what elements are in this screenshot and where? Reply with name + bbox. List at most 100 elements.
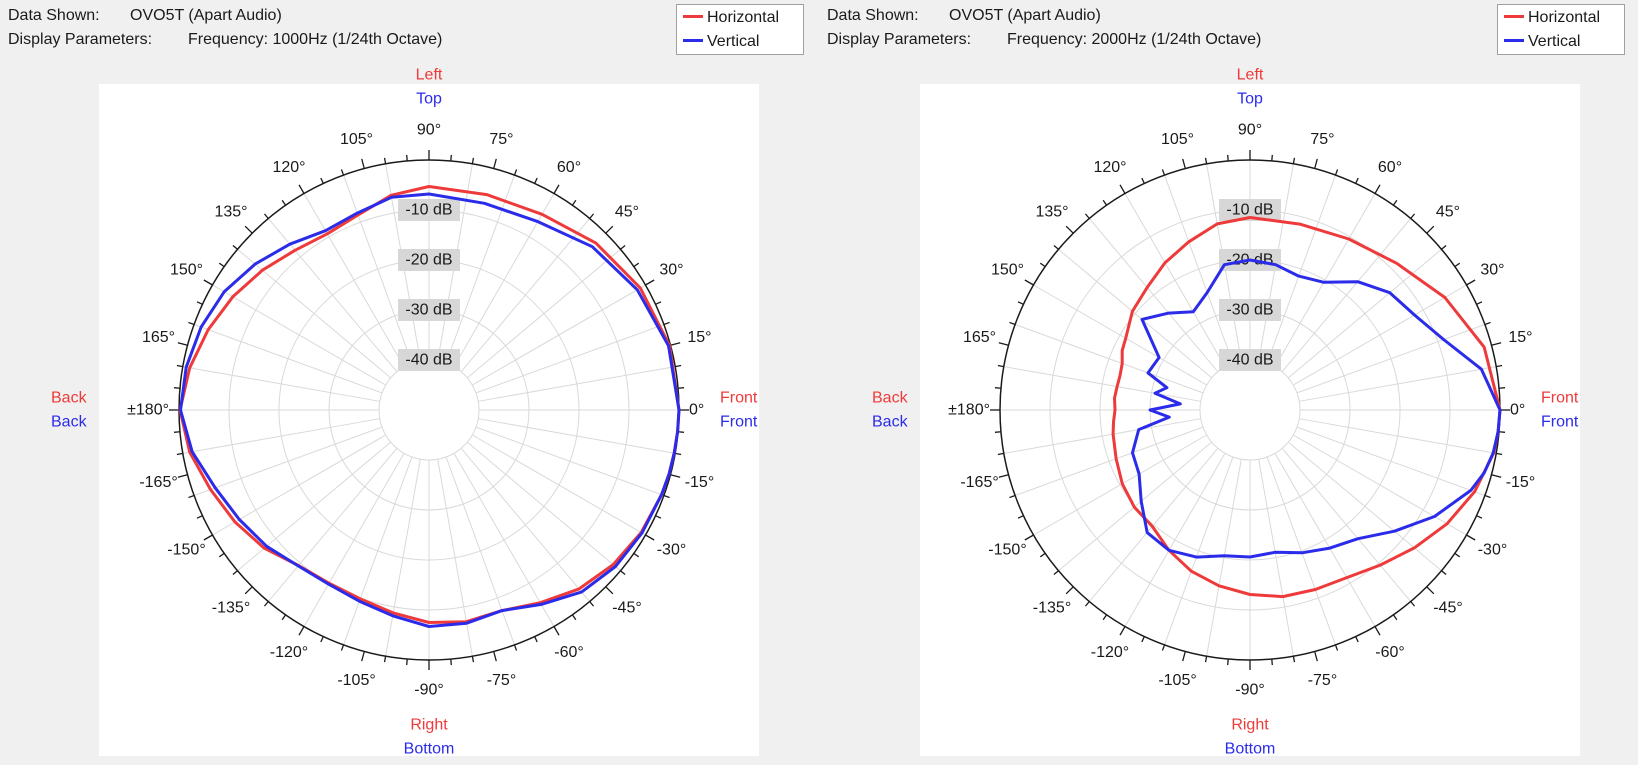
grid-spoke — [1206, 459, 1242, 657]
series-vertical — [1131, 258, 1502, 559]
angle-tick — [1476, 301, 1483, 305]
angle-tick — [1009, 321, 1016, 326]
legend-item-vertical[interactable]: Vertical — [1504, 31, 1580, 53]
angle-tick — [281, 199, 287, 206]
grid-spoke — [466, 248, 621, 379]
grid-spoke — [466, 441, 621, 572]
polar-chart: 0° 15° 30° 45° 60° 75° 90° 105° 120° 135° 150° 165°… — [51, 67, 759, 758]
angle-label: 165° — [142, 329, 175, 346]
angle-tick — [1392, 614, 1398, 621]
angle-tick — [471, 157, 475, 164]
display-params-label: Display Parameters: — [827, 31, 972, 48]
angle-label: 60° — [1378, 159, 1402, 176]
angle-label: 75° — [1310, 131, 1334, 148]
angle-tick — [1392, 199, 1398, 206]
series-horizontal — [178, 185, 681, 624]
series-horizontal — [1111, 216, 1502, 599]
angle-tick — [188, 494, 195, 499]
grid-spoke — [1281, 218, 1412, 373]
angle-tick — [177, 342, 188, 346]
angle-tick — [340, 644, 345, 651]
angle-tick — [1410, 213, 1416, 219]
db-labels: -10 dB-20 dB-30 dB-40 dB — [1219, 199, 1281, 371]
grid-spoke — [1088, 218, 1219, 373]
angle-tick — [244, 586, 253, 595]
direction-left-back-blue: Back — [51, 414, 88, 431]
angle-tick — [677, 387, 685, 389]
polar-panel-2000hz: Data Shown: OVO5T (Apart Audio) Display P… — [819, 0, 1638, 765]
display-params-value: Frequency: 2000Hz (1/24th Octave) — [1007, 31, 1262, 48]
angle-tick — [1102, 614, 1108, 621]
legend[interactable]: Horizontal Vertical — [676, 4, 804, 55]
grid-spoke — [182, 366, 380, 402]
angle-tick — [244, 225, 253, 234]
legend-item-horizontal[interactable]: Horizontal — [683, 7, 779, 29]
angle-tick — [1498, 431, 1506, 433]
grid-spoke — [1266, 456, 1336, 646]
angle-tick — [998, 474, 1009, 478]
angle-labels: 0° 15° 30° 45° 60° 75° 90° 105° 120° 135° 150° 165°… — [127, 122, 714, 699]
angle-tick — [188, 321, 195, 326]
angle-tick — [998, 342, 1009, 346]
angle-tick — [663, 321, 670, 326]
polar-panel-1000hz: Data Shown: OVO5T (Apart Audio) Display P… — [8, 4, 804, 758]
angle-tick — [361, 158, 365, 169]
angle-tick — [1498, 387, 1506, 389]
angle-tick — [670, 342, 681, 346]
angle-tick — [1119, 626, 1126, 636]
angle-tick — [645, 534, 655, 541]
angle-label: 120° — [272, 159, 305, 176]
grid-spoke — [212, 434, 386, 536]
angle-tick — [997, 452, 1004, 456]
angle-tick — [513, 169, 518, 176]
data-shown-label: Data Shown: — [8, 7, 100, 24]
grid-spoke — [1003, 418, 1201, 454]
angle-tick — [534, 636, 538, 643]
legend-label-vertical: Vertical — [707, 33, 760, 50]
angle-tick — [1355, 636, 1359, 643]
angle-label: 0° — [1510, 402, 1525, 419]
angle-tick — [176, 452, 183, 456]
grid-spoke — [237, 441, 392, 572]
angle-label: -135° — [1033, 599, 1071, 616]
legend-item-horizontal[interactable]: Horizontal — [1504, 7, 1600, 29]
angle-tick — [1182, 651, 1186, 662]
angle-tick — [1334, 644, 1339, 651]
legend-swatch-horizontal — [1504, 15, 1524, 19]
db-label-bg — [398, 199, 460, 221]
angle-label: -150° — [988, 542, 1026, 559]
grid-spoke — [193, 426, 383, 496]
direction-top-top: Top — [1237, 91, 1263, 108]
data-shown-value: OVO5T (Apart Audio) — [949, 7, 1101, 24]
grid-spoke — [1293, 434, 1467, 536]
db-label-bg — [398, 299, 460, 321]
angle-tick — [1466, 279, 1476, 286]
grid-spoke — [343, 456, 413, 646]
angle-tick — [553, 626, 560, 636]
angle-label: -30° — [657, 542, 687, 559]
direction-left-back-blue: Back — [872, 414, 909, 431]
legend[interactable]: Horizontal Vertical — [1497, 4, 1625, 55]
angle-label: 0° — [689, 402, 704, 419]
legend-item-vertical[interactable]: Vertical — [683, 31, 759, 53]
angle-ticks — [990, 150, 1510, 670]
angle-tick — [633, 552, 640, 558]
angle-tick — [281, 614, 287, 621]
angle-tick — [1491, 474, 1502, 478]
angle-labels: 0° 15° 30° 45° 60° 75° 90° 105° 120° 135° 150° 165°… — [948, 122, 1535, 699]
angle-label: -15° — [1506, 474, 1536, 491]
angle-label: ±180° — [127, 402, 169, 419]
grid-spoke — [1281, 447, 1412, 602]
db-label: -40 dB — [405, 352, 452, 369]
db-label-bg — [1219, 299, 1281, 321]
grid-spoke — [1274, 453, 1376, 627]
angle-tick — [203, 534, 213, 541]
angle-tick — [493, 158, 497, 169]
legend-swatch-horizontal — [683, 15, 703, 19]
db-label-bg — [398, 349, 460, 371]
grid-spoke — [1033, 284, 1207, 386]
angle-tick — [1024, 279, 1034, 286]
db-label: -40 dB — [1226, 352, 1273, 369]
db-label-bg — [1219, 349, 1281, 371]
angle-label: -120° — [1091, 644, 1129, 661]
